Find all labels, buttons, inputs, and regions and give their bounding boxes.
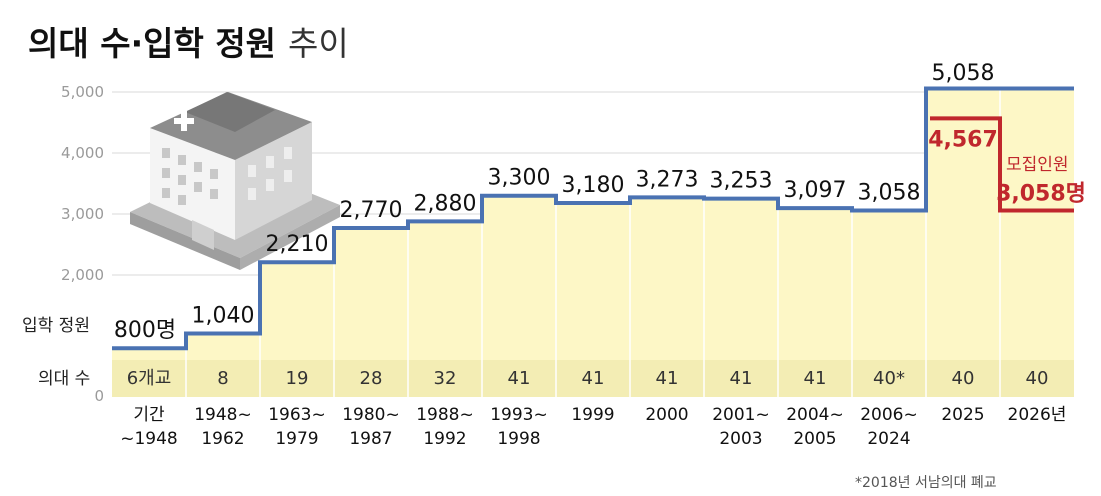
- value-label: 2,880: [414, 191, 477, 216]
- period-label: 1988~: [416, 405, 474, 425]
- school-count-band: [112, 360, 1074, 397]
- period-label: 2000: [645, 405, 688, 425]
- value-label: 3,058: [858, 180, 921, 205]
- value-label: 1,040: [192, 304, 255, 329]
- period-label: 1998: [497, 429, 540, 449]
- enrollment-area: [112, 88, 1074, 360]
- school-count: 41: [508, 368, 531, 389]
- school-count: 41: [582, 368, 605, 389]
- y-tick-label: 5,000: [61, 83, 104, 101]
- value-label: 2,770: [340, 198, 403, 223]
- recruitment-label: 4,567: [928, 127, 998, 152]
- school-count: 41: [656, 368, 679, 389]
- period-label: 2003: [719, 429, 762, 449]
- period-label: 2005: [793, 429, 836, 449]
- school-count: 6개교: [127, 368, 172, 389]
- step-line: [112, 86, 1074, 351]
- period-label: 1962: [201, 429, 244, 449]
- recruitment-step-line: [930, 116, 1074, 213]
- footnote: *2018년 서남의대 폐교: [855, 475, 997, 491]
- period-dividers: [185, 88, 1001, 397]
- period-label: 1992: [423, 429, 466, 449]
- period-label: 1987: [349, 429, 392, 449]
- period-label: ~1948: [120, 429, 178, 449]
- period-label: 2006~: [860, 405, 918, 425]
- period-label: 1980~: [342, 405, 400, 425]
- recruitment-title: 모집인원: [1006, 155, 1069, 175]
- value-label: 3,180: [562, 173, 625, 198]
- area-fill: [112, 88, 1074, 360]
- y-tick-label: 2,000: [61, 266, 104, 284]
- chart-title: 의대 수·입학 정원: [28, 24, 276, 63]
- y-tick-label: 4,000: [61, 144, 104, 162]
- period-labels: 기간 ~1948 1948~ 1962 1963~ 1979 1980~ 1987 1988~ 1…: [120, 405, 1066, 449]
- period-label: 2025: [941, 405, 984, 425]
- school-count: 41: [730, 368, 753, 389]
- period-label: 2026년: [1008, 405, 1067, 425]
- school-count: 40: [952, 368, 975, 389]
- value-label: 3,300: [488, 166, 551, 191]
- school-count: 28: [360, 368, 383, 389]
- school-count: 8: [217, 368, 228, 389]
- period-label: 2001~: [712, 405, 770, 425]
- enrollment-line: [112, 86, 1074, 351]
- value-label: 3,097: [784, 178, 847, 203]
- period-label: 1963~: [268, 405, 326, 425]
- row-label-schools: 의대 수: [38, 369, 90, 389]
- value-label: 3,273: [636, 167, 699, 192]
- period-label: 2024: [867, 429, 910, 449]
- recruitment-line: [930, 116, 1074, 213]
- recruitment-label: 3,058명: [996, 181, 1086, 206]
- period-label: 2004~: [786, 405, 844, 425]
- value-label: 800명: [114, 318, 176, 343]
- y-tick-label: 0: [94, 387, 104, 405]
- row-label-enrollment: 입학 정원: [22, 316, 90, 336]
- school-count: 41: [804, 368, 827, 389]
- value-labels: 800명 1,040 2,210 2,770 2,880 3,300 3,180 3,273 3…: [114, 61, 1086, 343]
- period-label: 기간: [133, 405, 165, 425]
- value-label: 3,253: [710, 169, 773, 194]
- school-counts: 6개교 8 19 28 32 41 41 41 41 41 40* 40 40: [127, 368, 1049, 389]
- y-tick-label: 3,000: [61, 205, 104, 223]
- chart-title-sub: 추이: [288, 24, 349, 63]
- period-label: 1948~: [194, 405, 252, 425]
- period-label: 1993~: [490, 405, 548, 425]
- school-count: 32: [434, 368, 457, 389]
- y-axis-ticks: 5,000 4,000 3,000 2,000 0: [61, 83, 104, 405]
- school-count: 19: [286, 368, 309, 389]
- hospital-building-icon: [130, 92, 340, 270]
- period-label: 1979: [275, 429, 318, 449]
- count-band-bg: [112, 360, 1074, 397]
- school-count: 40*: [873, 368, 905, 389]
- value-label: 5,058: [932, 61, 995, 86]
- school-count: 40: [1026, 368, 1049, 389]
- period-label: 1999: [571, 405, 614, 425]
- value-label: 2,210: [266, 232, 329, 257]
